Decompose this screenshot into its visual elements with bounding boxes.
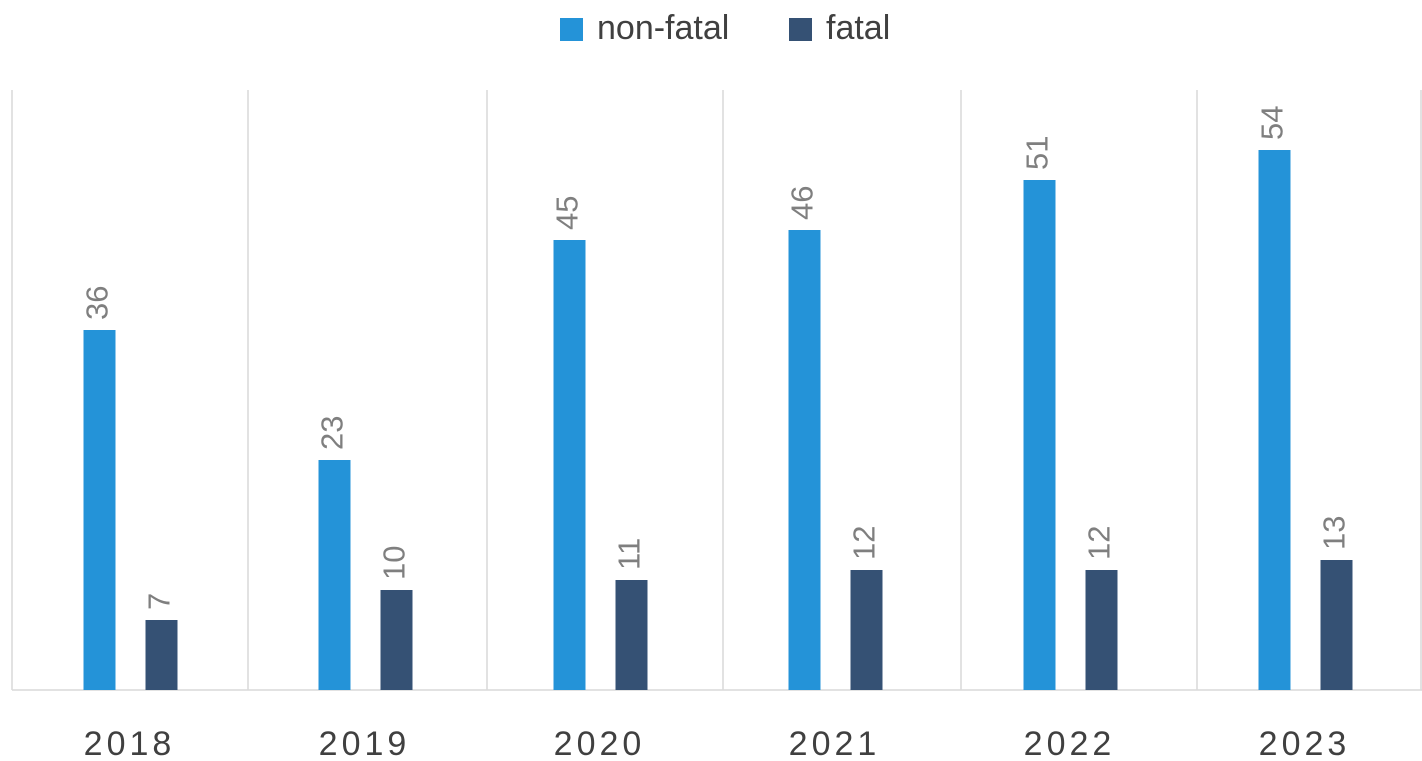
data-label: 12 <box>1082 526 1117 560</box>
x-tick-label: 2018 <box>84 725 176 761</box>
legend-swatch <box>789 18 812 41</box>
separators <box>11 90 1422 691</box>
legend-label: fatal <box>826 9 890 47</box>
x-tick-label: 2021 <box>789 725 881 761</box>
x-tick-label: 2022 <box>1024 725 1116 761</box>
data-label: 10 <box>377 546 412 580</box>
data-label: 36 <box>80 286 115 320</box>
bar <box>1258 150 1291 690</box>
data-label: 12 <box>847 526 882 560</box>
x-tick-label: 2023 <box>1259 725 1351 761</box>
bar <box>850 570 883 690</box>
data-label: 46 <box>785 186 820 220</box>
bar <box>553 240 586 690</box>
bar <box>83 330 116 690</box>
data-label: 11 <box>612 538 647 570</box>
x-tick-label: 2020 <box>554 725 646 761</box>
bar <box>615 580 648 690</box>
legend-label: non-fatal <box>597 9 729 47</box>
data-label: 45 <box>550 196 585 230</box>
data-label: 7 <box>142 593 177 610</box>
data-label: 23 <box>315 416 350 450</box>
legend-swatch <box>560 18 583 41</box>
bar <box>1023 180 1056 690</box>
bar <box>318 460 351 690</box>
x-tick-label: 2019 <box>319 725 411 761</box>
data-label: 54 <box>1255 106 1290 140</box>
bar <box>1320 560 1353 690</box>
bar <box>1085 570 1118 690</box>
data-label: 51 <box>1020 136 1055 170</box>
data-label: 13 <box>1317 516 1352 550</box>
bar <box>145 620 178 690</box>
bar <box>380 590 413 690</box>
bar <box>788 230 821 690</box>
